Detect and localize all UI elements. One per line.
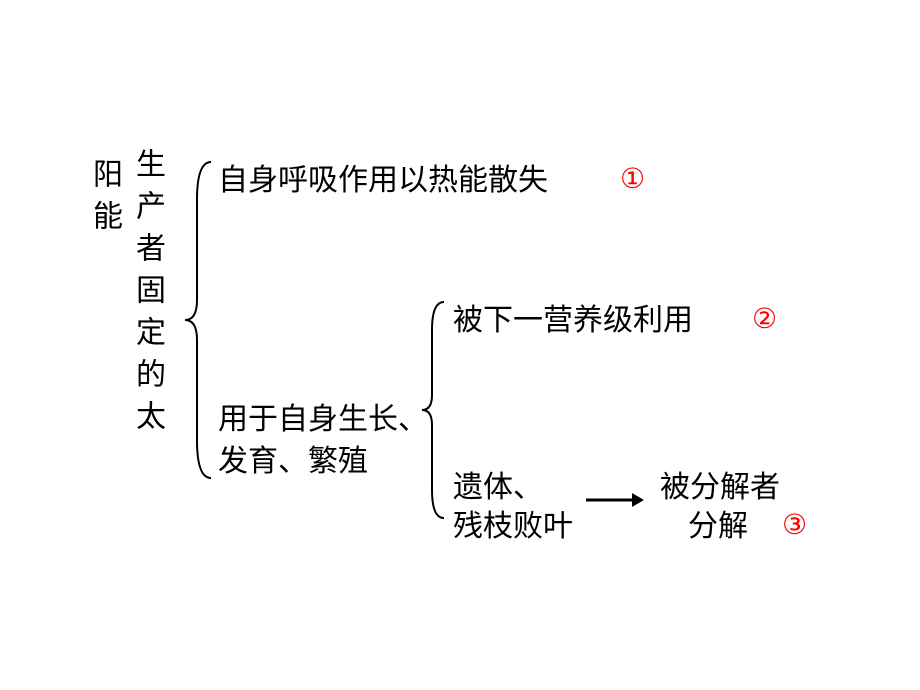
brace-large — [183, 160, 213, 480]
sub-branch-bottom-right-line2: 分解 — [688, 506, 748, 548]
root-label-col2: 生产者固定的太 — [126, 148, 168, 442]
sub-branch-bottom-left-line1: 遗体、 — [453, 467, 543, 509]
branch-bottom-line2: 发育、繁殖 — [218, 441, 368, 483]
branch-bottom-line1: 用于自身生长、 — [218, 399, 428, 441]
sub-branch-bottom-left-line2: 残枝败叶 — [453, 506, 573, 548]
root-label-col1: 阳能 — [83, 158, 125, 242]
sub-branch-top: 被下一营养级利用 — [453, 300, 693, 342]
marker-1: ① — [620, 162, 645, 196]
sub-branch-bottom-right-line1: 被分解者 — [660, 467, 780, 509]
marker-2: ② — [752, 302, 777, 336]
brace-small — [420, 300, 446, 520]
arrow-icon — [584, 490, 644, 510]
branch-top-text: 自身呼吸作用以热能散失 — [218, 160, 548, 202]
marker-3: ③ — [782, 508, 807, 542]
